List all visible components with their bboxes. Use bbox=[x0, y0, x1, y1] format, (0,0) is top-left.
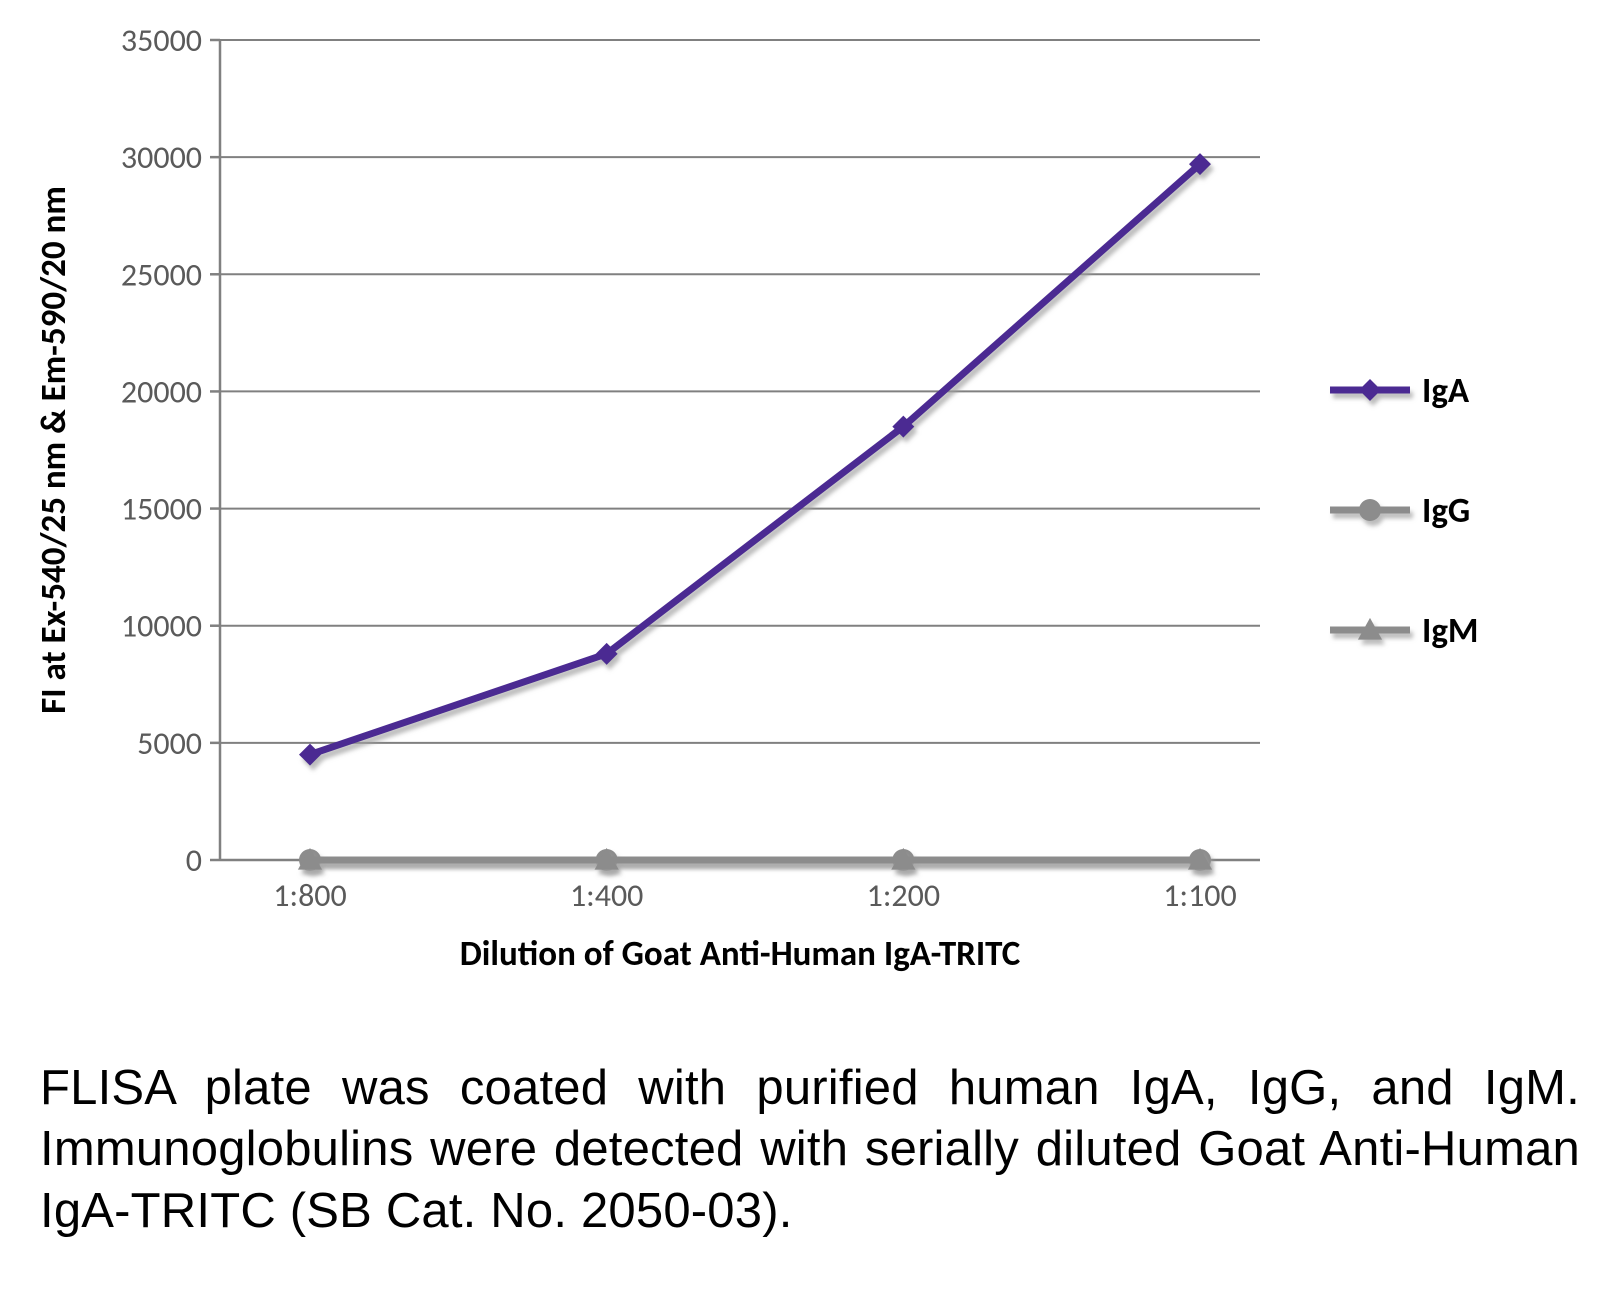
legend-entry-IgA bbox=[1330, 379, 1410, 401]
figure-caption: FLISA plate was coated with purified hum… bbox=[40, 1058, 1580, 1242]
svg-text:Dilution of Goat Anti-Human Ig: Dilution of Goat Anti-Human IgA-TRITC bbox=[460, 933, 1021, 975]
svg-text:25000: 25000 bbox=[121, 255, 202, 294]
legend-entry-IgG bbox=[1330, 499, 1410, 521]
svg-text:FI at Ex-540/25 nm & Em-590/20: FI at Ex-540/25 nm & Em-590/20 nm bbox=[33, 186, 75, 714]
svg-text:1:100: 1:100 bbox=[1163, 876, 1236, 915]
svg-text:30000: 30000 bbox=[121, 138, 202, 177]
svg-text:1:800: 1:800 bbox=[273, 876, 346, 915]
line-chart-svg: 0 5000 10000 15000 20000 25000 30000 35000 1:800… bbox=[0, 0, 1617, 1050]
legend-label: IgG bbox=[1422, 490, 1470, 532]
svg-text:20000: 20000 bbox=[121, 372, 202, 411]
svg-text:5000: 5000 bbox=[137, 724, 202, 763]
svg-text:0: 0 bbox=[186, 841, 202, 880]
legend-entry-IgM bbox=[1330, 618, 1410, 640]
figure-container: 0 5000 10000 15000 20000 25000 30000 35000 1:800… bbox=[0, 0, 1617, 1306]
svg-text:35000: 35000 bbox=[121, 21, 202, 60]
svg-text:15000: 15000 bbox=[121, 490, 202, 529]
legend-label: IgM bbox=[1422, 610, 1479, 652]
svg-text:1:400: 1:400 bbox=[570, 876, 643, 915]
series-IgM bbox=[298, 848, 1212, 870]
series-IgA bbox=[299, 153, 1211, 765]
svg-text:1:200: 1:200 bbox=[867, 876, 940, 915]
svg-text:10000: 10000 bbox=[121, 607, 202, 646]
legend-label: IgA bbox=[1422, 370, 1470, 412]
chart-area: 0 5000 10000 15000 20000 25000 30000 35000 1:800… bbox=[0, 0, 1617, 1050]
